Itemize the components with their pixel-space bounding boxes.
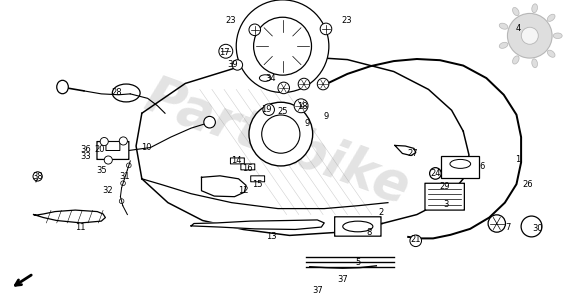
Text: 16: 16 (243, 164, 253, 173)
Text: 7: 7 (505, 223, 511, 232)
Text: 10: 10 (141, 143, 151, 152)
Text: 9: 9 (304, 119, 310, 128)
Text: 1: 1 (515, 155, 521, 164)
Text: 27: 27 (407, 149, 417, 158)
Ellipse shape (512, 7, 519, 16)
Circle shape (278, 82, 290, 94)
FancyBboxPatch shape (425, 183, 464, 210)
Ellipse shape (57, 80, 68, 94)
Circle shape (249, 102, 313, 166)
Circle shape (298, 78, 310, 90)
Circle shape (507, 13, 552, 58)
Circle shape (488, 215, 505, 232)
Text: 32: 32 (102, 186, 112, 195)
Circle shape (410, 235, 422, 246)
Ellipse shape (532, 59, 537, 68)
Text: 5: 5 (355, 258, 361, 267)
FancyBboxPatch shape (241, 164, 255, 170)
Text: 3: 3 (443, 200, 449, 209)
Text: 23: 23 (341, 16, 351, 25)
Circle shape (320, 23, 332, 35)
Text: Partsbike: Partsbike (138, 71, 417, 215)
Ellipse shape (532, 4, 537, 13)
Text: 35: 35 (96, 166, 107, 175)
Polygon shape (201, 176, 246, 197)
Ellipse shape (554, 33, 562, 38)
Ellipse shape (259, 75, 271, 81)
Polygon shape (191, 220, 324, 229)
Text: 18: 18 (297, 102, 307, 111)
Circle shape (232, 60, 243, 70)
Circle shape (33, 172, 42, 181)
Text: 31: 31 (119, 172, 130, 181)
Text: 28: 28 (112, 89, 122, 97)
Text: 2: 2 (378, 208, 384, 217)
Polygon shape (395, 145, 416, 156)
Circle shape (104, 156, 112, 164)
Text: 33: 33 (80, 152, 91, 161)
Text: 24: 24 (430, 169, 441, 178)
FancyBboxPatch shape (106, 142, 120, 150)
Text: 34: 34 (266, 74, 276, 83)
Ellipse shape (547, 50, 555, 57)
Circle shape (263, 104, 274, 115)
Text: 37: 37 (312, 286, 323, 295)
FancyBboxPatch shape (251, 176, 265, 182)
Text: 14: 14 (231, 156, 241, 165)
Circle shape (219, 44, 233, 58)
Text: 29: 29 (439, 182, 450, 191)
Text: 20: 20 (94, 145, 105, 154)
Circle shape (119, 137, 127, 145)
Ellipse shape (499, 42, 508, 48)
Circle shape (294, 99, 308, 113)
Text: 12: 12 (238, 186, 248, 195)
FancyBboxPatch shape (441, 156, 479, 178)
FancyBboxPatch shape (97, 142, 129, 159)
Text: 15: 15 (252, 180, 263, 189)
Ellipse shape (512, 56, 519, 64)
Circle shape (204, 117, 215, 128)
Circle shape (100, 137, 108, 146)
FancyBboxPatch shape (335, 217, 381, 236)
Text: 37: 37 (338, 275, 348, 284)
FancyBboxPatch shape (230, 158, 244, 164)
Text: 17: 17 (219, 48, 230, 57)
Circle shape (317, 78, 329, 90)
Text: 6: 6 (479, 162, 485, 171)
Text: 19: 19 (261, 105, 272, 114)
Circle shape (521, 216, 542, 237)
Text: 21: 21 (411, 235, 421, 244)
Text: 30: 30 (532, 224, 543, 233)
Text: 23: 23 (225, 16, 236, 25)
Text: 11: 11 (75, 223, 85, 232)
Ellipse shape (547, 14, 555, 21)
Text: 38: 38 (32, 172, 43, 181)
Text: 36: 36 (80, 145, 91, 154)
Circle shape (236, 0, 329, 92)
Circle shape (521, 27, 538, 44)
Text: 9: 9 (323, 112, 329, 121)
Text: 25: 25 (277, 107, 288, 116)
Text: 13: 13 (266, 232, 276, 241)
Circle shape (430, 168, 441, 179)
Text: 8: 8 (367, 228, 372, 237)
Circle shape (249, 24, 261, 35)
Text: 26: 26 (523, 180, 533, 189)
Text: 39: 39 (228, 60, 238, 69)
Text: 4: 4 (515, 24, 521, 33)
Polygon shape (34, 210, 105, 223)
Ellipse shape (499, 23, 508, 29)
